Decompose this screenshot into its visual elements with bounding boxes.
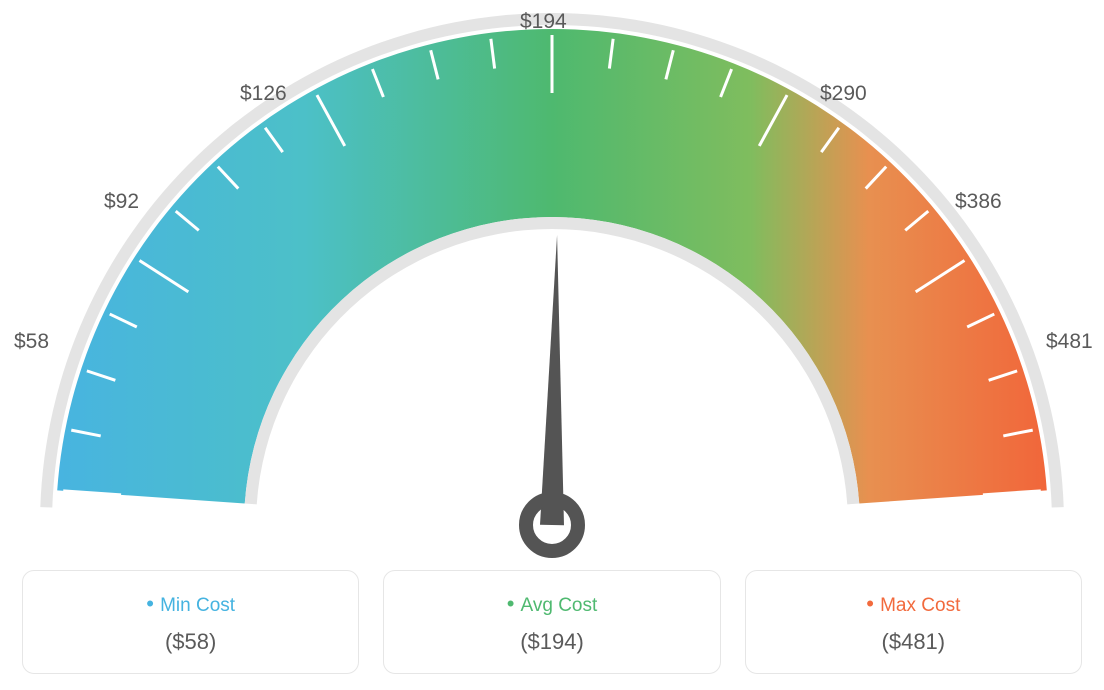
gauge-chart: $58 $92 $126 $194 $290 $386 $481	[0, 0, 1104, 560]
legend-min-value: ($58)	[33, 629, 348, 655]
legend-min-label: Min Cost	[33, 591, 348, 617]
legend-avg-label: Avg Cost	[394, 591, 709, 617]
gauge-tick-label: $481	[1046, 330, 1093, 354]
legend-avg-cost: Avg Cost ($194)	[383, 570, 720, 674]
gauge-tick-label: $194	[520, 10, 567, 34]
legend-max-cost: Max Cost ($481)	[745, 570, 1082, 674]
legend-max-value: ($481)	[756, 629, 1071, 655]
gauge-svg	[0, 0, 1104, 560]
gauge-tick-label: $386	[955, 190, 1002, 214]
legend-row: Min Cost ($58) Avg Cost ($194) Max Cost …	[0, 570, 1104, 674]
gauge-tick-label: $58	[14, 330, 49, 354]
gauge-tick-label: $92	[104, 190, 139, 214]
legend-min-cost: Min Cost ($58)	[22, 570, 359, 674]
gauge-tick-label: $126	[240, 82, 287, 106]
legend-max-label: Max Cost	[756, 591, 1071, 617]
gauge-tick-label: $290	[820, 82, 867, 106]
legend-avg-value: ($194)	[394, 629, 709, 655]
